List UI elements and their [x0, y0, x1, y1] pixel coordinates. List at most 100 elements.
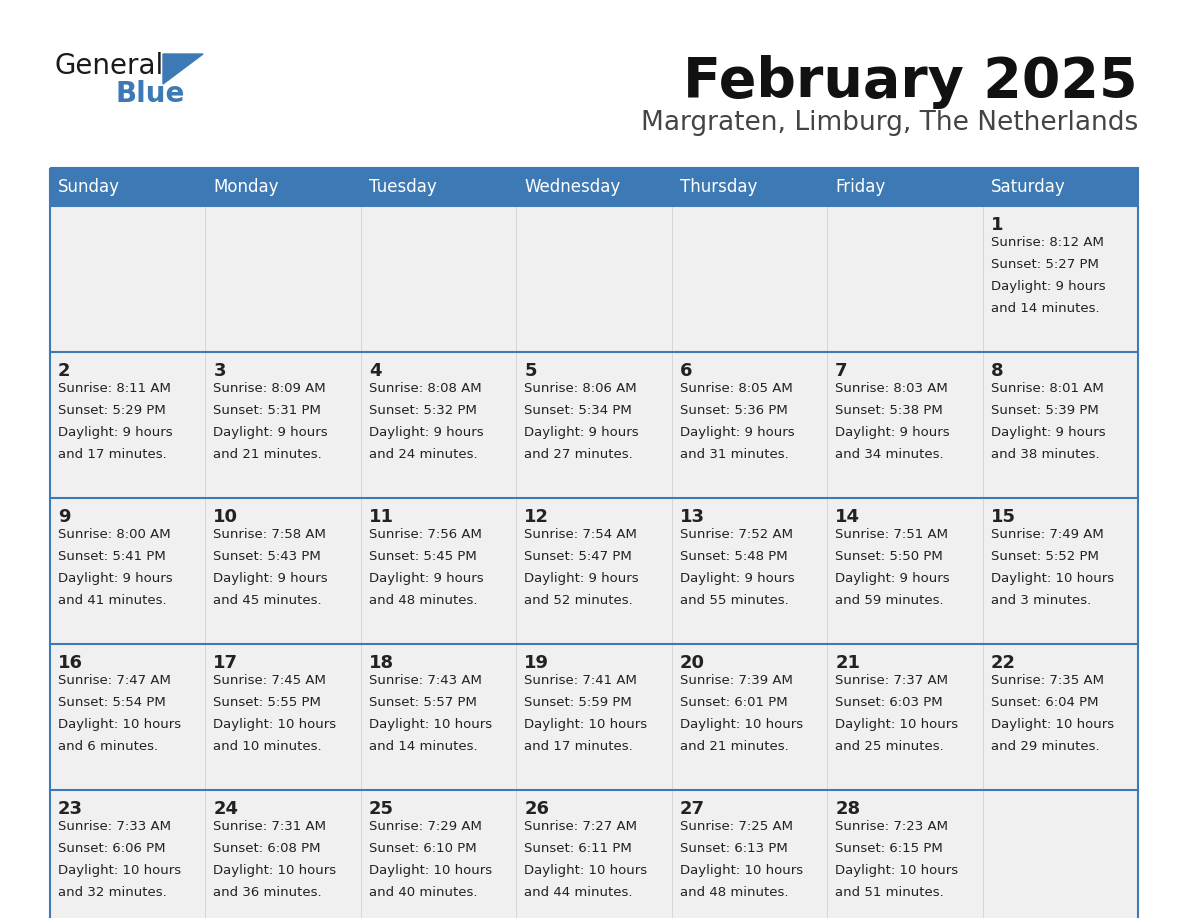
Text: Margraten, Limburg, The Netherlands: Margraten, Limburg, The Netherlands [640, 110, 1138, 136]
Text: Blue: Blue [115, 80, 184, 108]
Text: 16: 16 [58, 654, 83, 672]
Text: Sunrise: 8:12 AM: Sunrise: 8:12 AM [991, 236, 1104, 249]
Text: Sunset: 5:39 PM: Sunset: 5:39 PM [991, 404, 1099, 417]
Text: Sunrise: 7:41 AM: Sunrise: 7:41 AM [524, 674, 637, 687]
Text: Sunrise: 7:31 AM: Sunrise: 7:31 AM [214, 820, 327, 833]
Text: 19: 19 [524, 654, 549, 672]
Text: and 34 minutes.: and 34 minutes. [835, 448, 943, 461]
Text: 20: 20 [680, 654, 704, 672]
Bar [827, 790, 982, 918]
Text: 4: 4 [368, 362, 381, 380]
Text: and 55 minutes.: and 55 minutes. [680, 594, 789, 607]
Text: Sunrise: 7:33 AM: Sunrise: 7:33 AM [58, 820, 171, 833]
Bar [671, 352, 827, 498]
Text: and 38 minutes.: and 38 minutes. [991, 448, 1099, 461]
Text: Sunrise: 8:05 AM: Sunrise: 8:05 AM [680, 382, 792, 395]
Text: Sunrise: 7:23 AM: Sunrise: 7:23 AM [835, 820, 948, 833]
Bar [982, 352, 1138, 498]
Text: Sunrise: 7:56 AM: Sunrise: 7:56 AM [368, 528, 481, 541]
Text: February 2025: February 2025 [683, 55, 1138, 109]
Text: and 25 minutes.: and 25 minutes. [835, 740, 944, 753]
Text: Daylight: 10 hours: Daylight: 10 hours [524, 864, 647, 877]
Text: and 3 minutes.: and 3 minutes. [991, 594, 1091, 607]
Text: Daylight: 9 hours: Daylight: 9 hours [524, 426, 639, 439]
Text: Daylight: 10 hours: Daylight: 10 hours [680, 864, 803, 877]
Bar [50, 206, 206, 352]
Bar [206, 206, 361, 352]
Text: 2: 2 [58, 362, 70, 380]
Text: Sunrise: 8:06 AM: Sunrise: 8:06 AM [524, 382, 637, 395]
Text: Sunset: 6:11 PM: Sunset: 6:11 PM [524, 842, 632, 855]
Text: Daylight: 9 hours: Daylight: 9 hours [524, 572, 639, 585]
Text: and 14 minutes.: and 14 minutes. [991, 302, 1099, 315]
Bar [982, 790, 1138, 918]
Text: Sunrise: 7:52 AM: Sunrise: 7:52 AM [680, 528, 792, 541]
Text: Daylight: 10 hours: Daylight: 10 hours [368, 864, 492, 877]
Bar [206, 644, 361, 790]
Text: 12: 12 [524, 508, 549, 526]
Text: 5: 5 [524, 362, 537, 380]
Bar [671, 644, 827, 790]
Text: 17: 17 [214, 654, 239, 672]
Bar [517, 206, 671, 352]
Text: 8: 8 [991, 362, 1003, 380]
Text: Friday: Friday [835, 178, 885, 196]
Text: Sunset: 6:08 PM: Sunset: 6:08 PM [214, 842, 321, 855]
Text: 11: 11 [368, 508, 394, 526]
Bar [361, 498, 517, 644]
Text: Sunset: 5:52 PM: Sunset: 5:52 PM [991, 550, 1099, 563]
Text: Sunset: 6:13 PM: Sunset: 6:13 PM [680, 842, 788, 855]
Text: and 45 minutes.: and 45 minutes. [214, 594, 322, 607]
Bar [827, 644, 982, 790]
Text: and 51 minutes.: and 51 minutes. [835, 886, 944, 899]
Text: Daylight: 9 hours: Daylight: 9 hours [835, 426, 949, 439]
Text: 1: 1 [991, 216, 1003, 234]
Bar [361, 206, 517, 352]
Text: 15: 15 [991, 508, 1016, 526]
Bar [50, 790, 206, 918]
Text: Sunset: 5:59 PM: Sunset: 5:59 PM [524, 696, 632, 709]
Text: Sunrise: 7:35 AM: Sunrise: 7:35 AM [991, 674, 1104, 687]
Bar [361, 790, 517, 918]
Text: and 36 minutes.: and 36 minutes. [214, 886, 322, 899]
Text: 26: 26 [524, 800, 549, 818]
Text: 10: 10 [214, 508, 239, 526]
Text: Sunrise: 7:37 AM: Sunrise: 7:37 AM [835, 674, 948, 687]
Text: Sunset: 5:50 PM: Sunset: 5:50 PM [835, 550, 943, 563]
Bar [827, 498, 982, 644]
Text: Sunrise: 8:03 AM: Sunrise: 8:03 AM [835, 382, 948, 395]
Text: and 52 minutes.: and 52 minutes. [524, 594, 633, 607]
Text: and 44 minutes.: and 44 minutes. [524, 886, 633, 899]
Bar [671, 790, 827, 918]
Text: Daylight: 10 hours: Daylight: 10 hours [214, 718, 336, 731]
Bar [517, 498, 671, 644]
Text: Sunrise: 8:09 AM: Sunrise: 8:09 AM [214, 382, 326, 395]
Text: Sunrise: 8:11 AM: Sunrise: 8:11 AM [58, 382, 171, 395]
Text: Saturday: Saturday [991, 178, 1066, 196]
Text: Daylight: 10 hours: Daylight: 10 hours [991, 572, 1113, 585]
Bar [206, 790, 361, 918]
Text: Sunset: 5:38 PM: Sunset: 5:38 PM [835, 404, 943, 417]
Text: and 14 minutes.: and 14 minutes. [368, 740, 478, 753]
Text: Sunset: 5:43 PM: Sunset: 5:43 PM [214, 550, 321, 563]
Text: Sunset: 5:45 PM: Sunset: 5:45 PM [368, 550, 476, 563]
Bar [827, 352, 982, 498]
Bar [50, 168, 1138, 918]
Text: Daylight: 9 hours: Daylight: 9 hours [991, 426, 1105, 439]
Text: Daylight: 10 hours: Daylight: 10 hours [368, 718, 492, 731]
Text: Daylight: 9 hours: Daylight: 9 hours [58, 426, 172, 439]
Text: Daylight: 9 hours: Daylight: 9 hours [680, 572, 795, 585]
Text: Daylight: 10 hours: Daylight: 10 hours [991, 718, 1113, 731]
Text: and 21 minutes.: and 21 minutes. [680, 740, 789, 753]
Text: and 29 minutes.: and 29 minutes. [991, 740, 1099, 753]
Text: 3: 3 [214, 362, 226, 380]
Text: Daylight: 9 hours: Daylight: 9 hours [991, 280, 1105, 293]
Text: Daylight: 10 hours: Daylight: 10 hours [835, 864, 959, 877]
Text: 25: 25 [368, 800, 394, 818]
Bar [671, 498, 827, 644]
Bar [982, 206, 1138, 352]
Text: Sunset: 6:15 PM: Sunset: 6:15 PM [835, 842, 943, 855]
Polygon shape [163, 54, 203, 84]
Text: Sunset: 6:03 PM: Sunset: 6:03 PM [835, 696, 943, 709]
Text: Sunrise: 7:54 AM: Sunrise: 7:54 AM [524, 528, 637, 541]
